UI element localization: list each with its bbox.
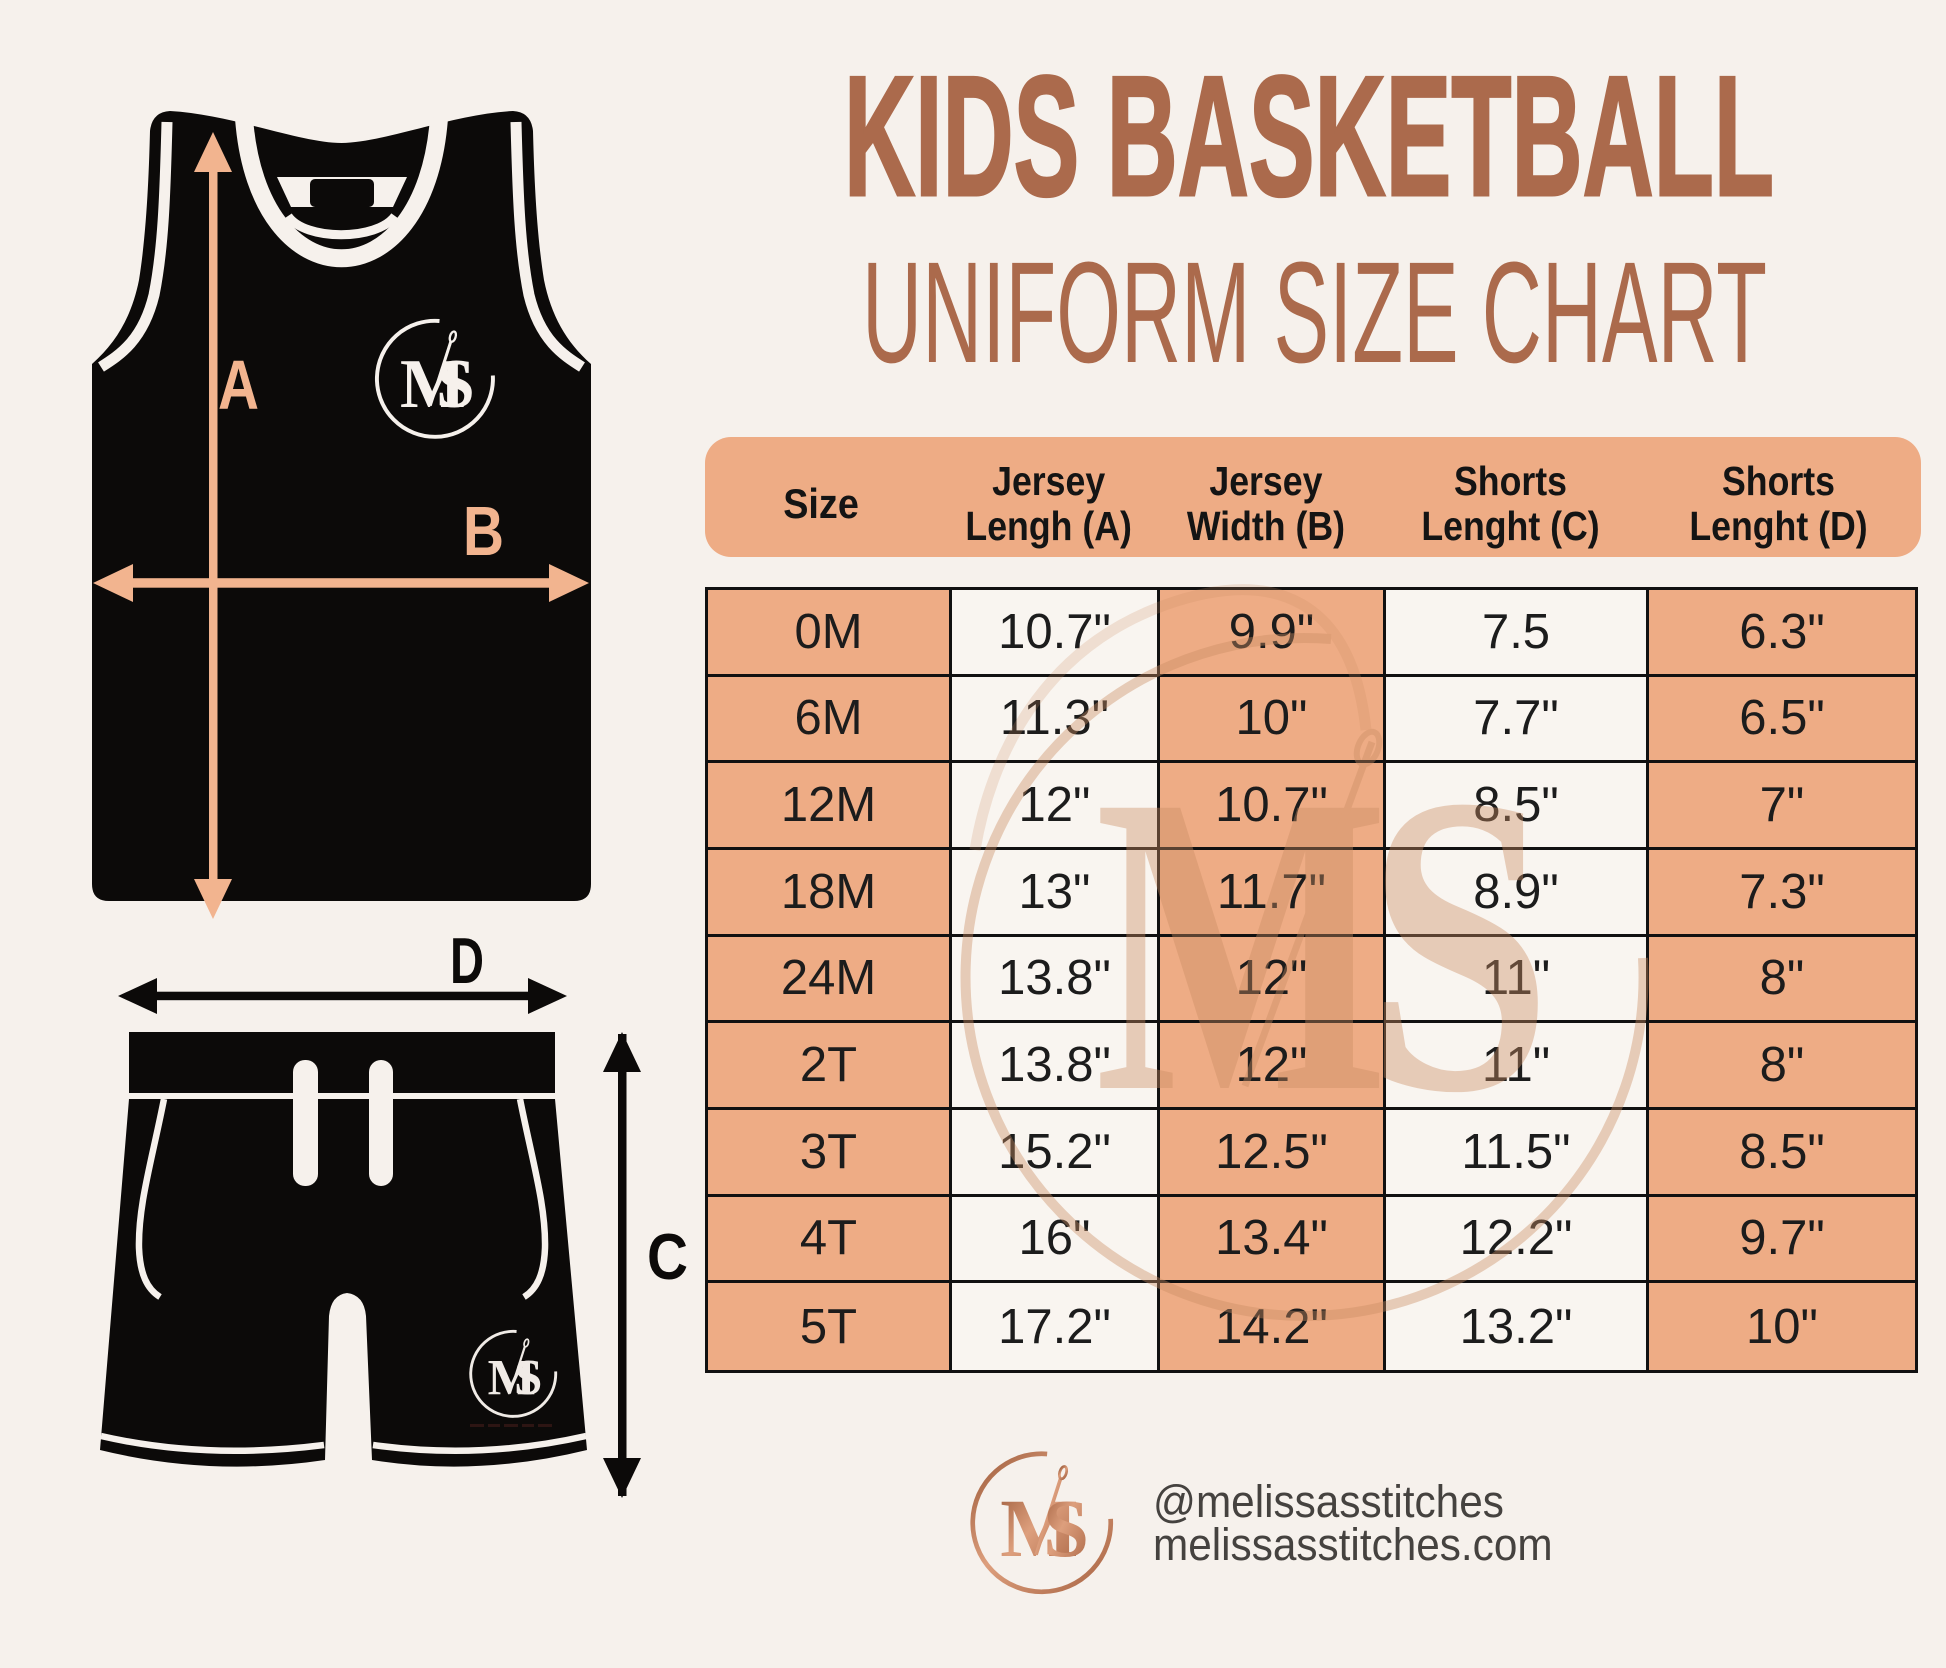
svg-text:UNIFORM SIZE CHART: UNIFORM SIZE CHART	[862, 232, 1767, 393]
svg-text:C: C	[647, 1220, 688, 1293]
svg-text:D: D	[450, 924, 484, 997]
svg-text:M: M	[1000, 1482, 1078, 1574]
svg-text:A: A	[218, 346, 259, 424]
svg-text:S: S	[1043, 1482, 1089, 1574]
svg-text:KIDS BASKETBALL: KIDS BASKETBALL	[844, 41, 1774, 232]
svg-text:B: B	[463, 492, 504, 570]
svg-text:S: S	[1366, 707, 1552, 1181]
svg-text:M: M	[1095, 707, 1388, 1181]
